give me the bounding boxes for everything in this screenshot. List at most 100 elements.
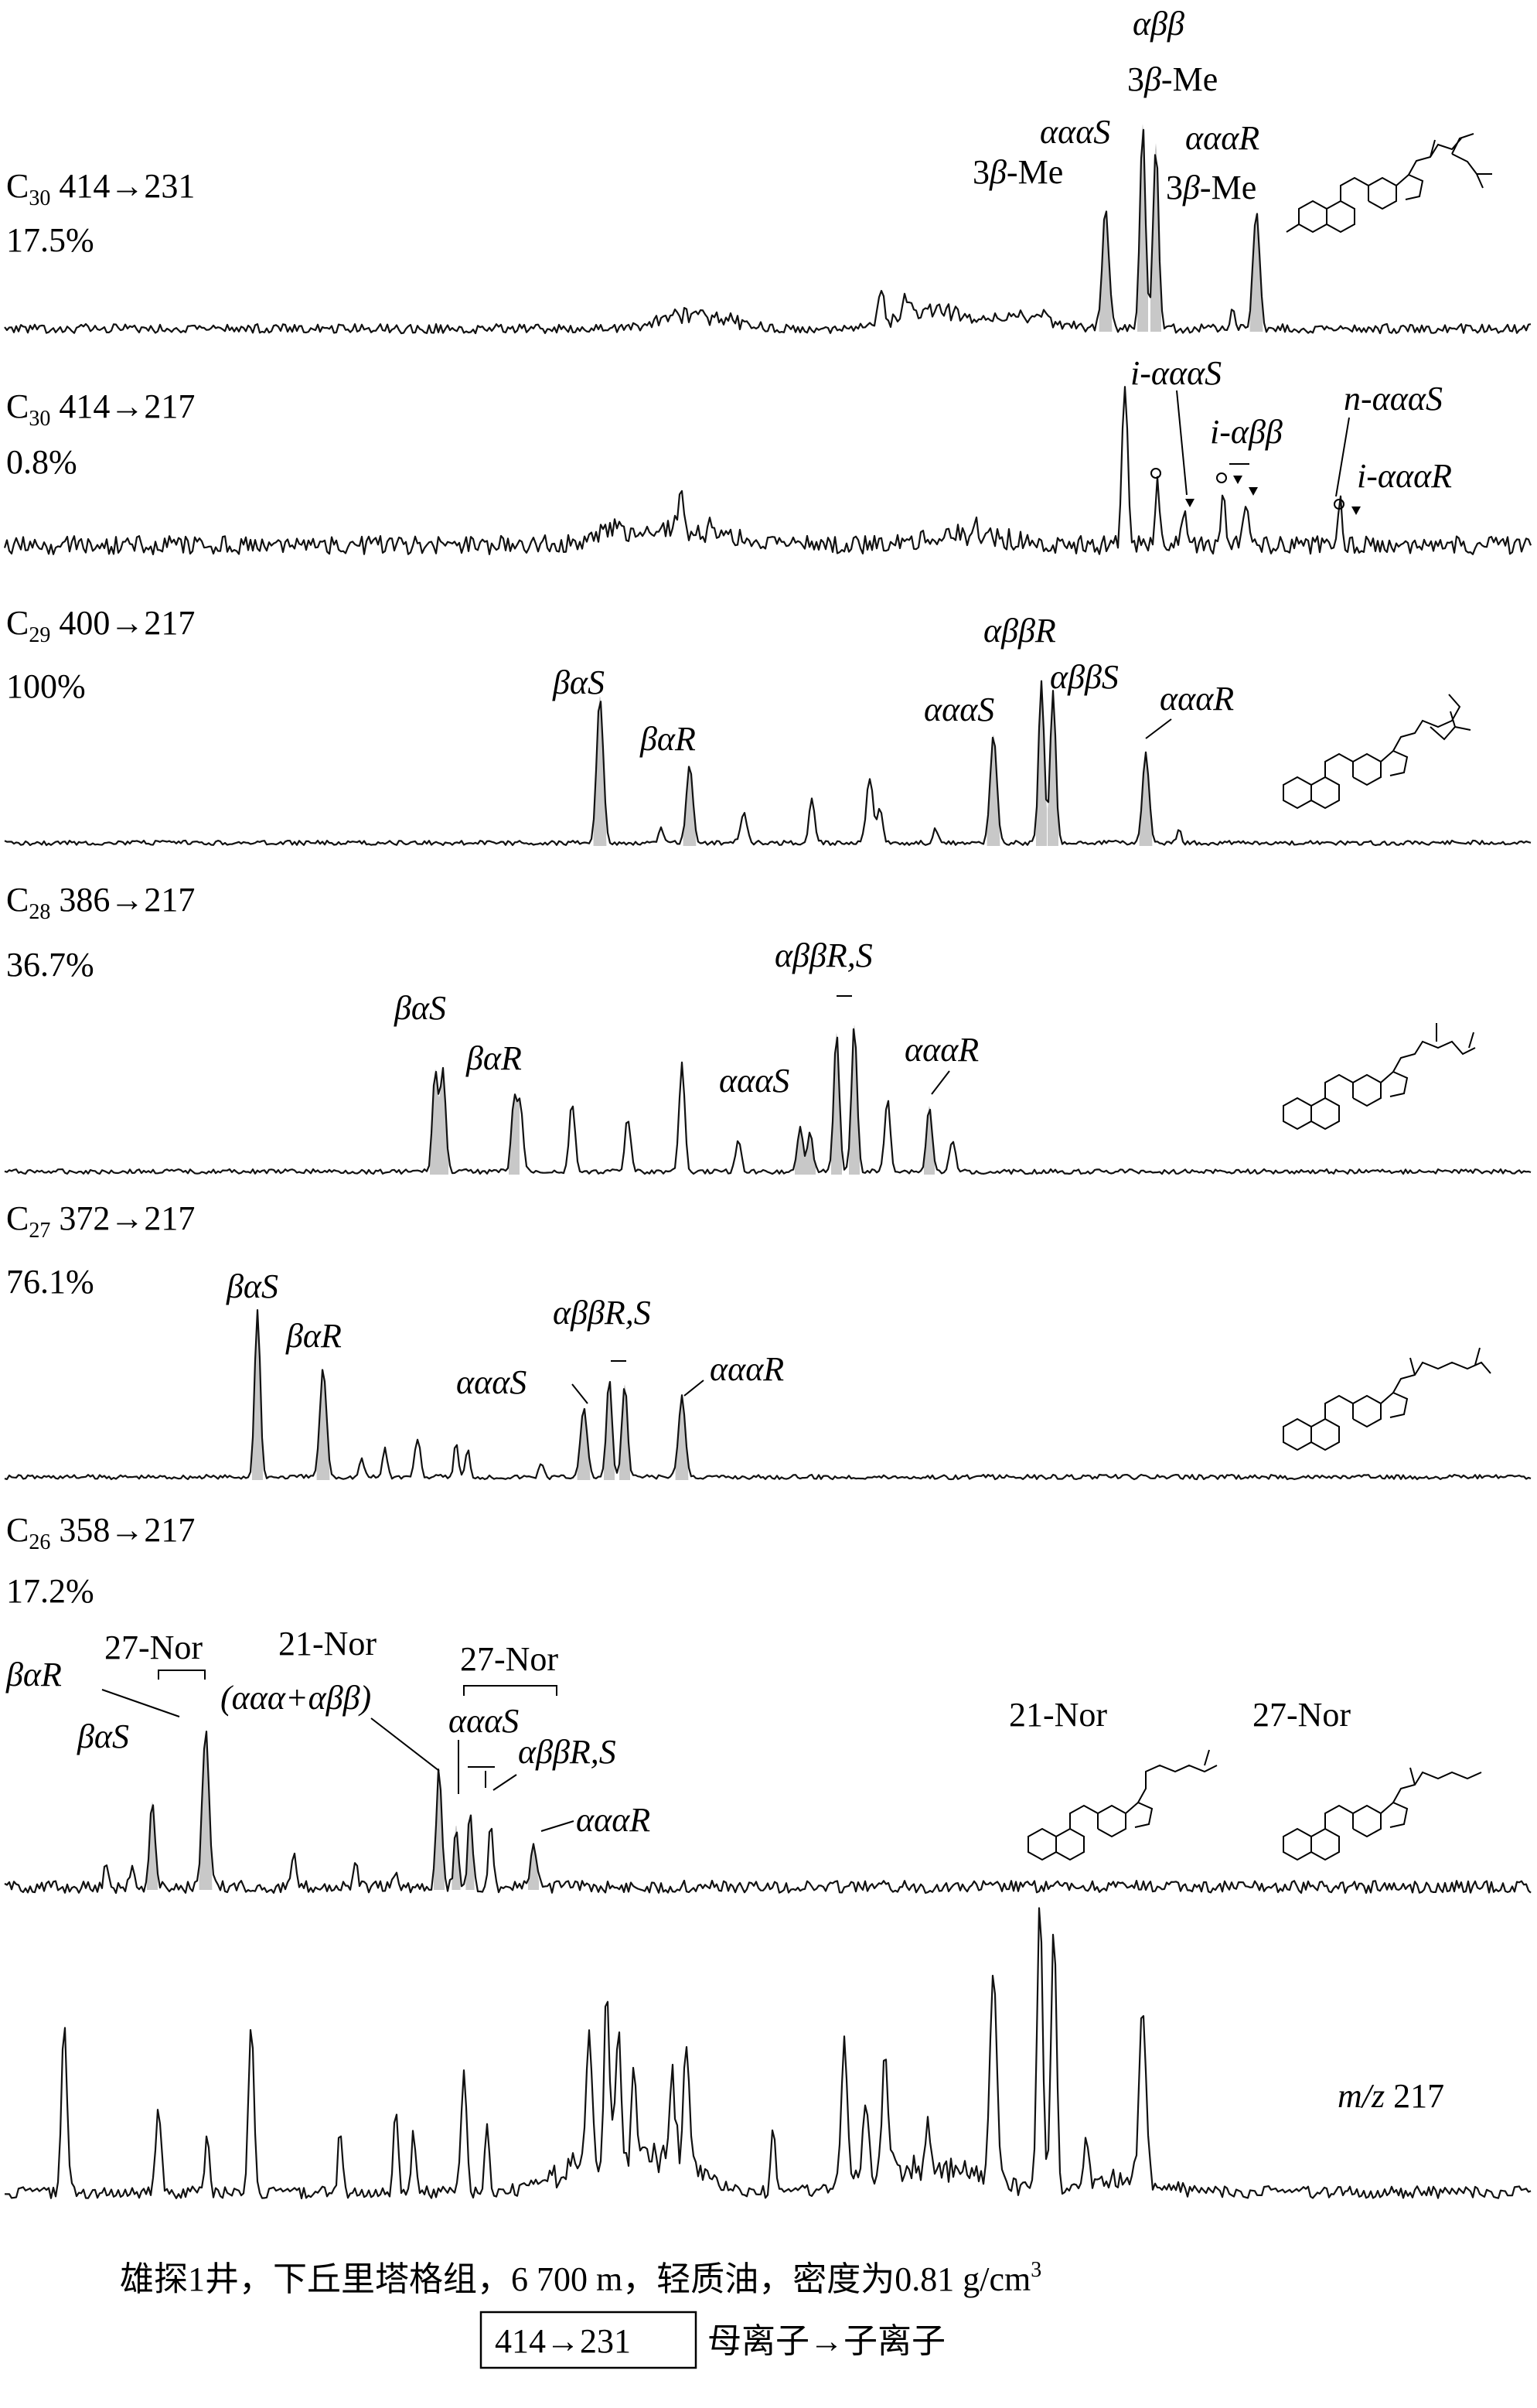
shaded-peak xyxy=(465,1813,475,1890)
panel-mz217-title: m/z 217 xyxy=(1338,2077,1444,2115)
leader-lines-c30-217 xyxy=(1176,390,1350,497)
label-21nor: 21-Nor xyxy=(278,1625,377,1663)
panel-c30-217-percent: 0.8% xyxy=(6,443,77,481)
panel-c28-percent: 36.7% xyxy=(6,946,94,984)
label-aaas: αααS xyxy=(719,1062,789,1100)
label-i-aaas: i-αααS xyxy=(1130,354,1222,392)
shaded-peak xyxy=(1139,754,1153,846)
label-aaas: αααS xyxy=(456,1363,527,1401)
chromatogram-line xyxy=(4,1028,1532,1175)
trace-c28 xyxy=(4,1025,1532,1175)
panel-c26-percent: 17.2% xyxy=(6,1572,94,1610)
shaded-peak xyxy=(316,1369,330,1480)
label-aaar: αααR xyxy=(905,1031,979,1069)
label-abbrs: αββR,S xyxy=(518,1733,616,1771)
shaded-peak xyxy=(1048,692,1058,846)
shaded-peak xyxy=(438,1069,448,1175)
marker-triangles xyxy=(1185,476,1361,515)
molecule-27nor xyxy=(1283,1767,1482,1861)
panel-c29-label: C29 400→217 xyxy=(6,604,195,647)
legend-text: 母离子→子离子 xyxy=(707,2322,946,2360)
leaders-c28 xyxy=(837,995,950,1095)
shaded-peak xyxy=(1150,143,1161,332)
panel-c28-label: C28 386→217 xyxy=(6,881,195,924)
peak-label-3bme-2: 3β-Me xyxy=(1127,60,1218,98)
shaded-peak xyxy=(683,766,697,846)
molecule-21nor xyxy=(1028,1749,1218,1861)
label-abbs: αββS xyxy=(1050,658,1119,696)
peak-label-aaas: αααS xyxy=(1040,113,1110,151)
markers-c30-217 xyxy=(1150,468,1361,515)
shaded-peak xyxy=(619,1384,630,1480)
label-bar: βαR xyxy=(465,1039,522,1077)
shaded-peak xyxy=(1099,213,1113,332)
panel-c29-percent: 100% xyxy=(6,667,86,705)
shaded-peak xyxy=(675,1396,689,1480)
shaded-peak xyxy=(593,696,607,846)
shaded-peak xyxy=(795,1124,806,1175)
shaded-peak xyxy=(252,1311,263,1480)
label-bar: βαR xyxy=(5,1656,62,1693)
peak-label-3bme-3: 3β-Me xyxy=(1166,169,1256,206)
legend-box xyxy=(479,2311,697,2369)
label-bas: βαS xyxy=(77,1717,129,1755)
panel-c30-217-label: C30 414→217 xyxy=(6,387,195,431)
label-i-aaar: i-αααR xyxy=(1357,457,1452,495)
shaded-peak xyxy=(1036,680,1047,846)
shaded-peak xyxy=(1249,213,1263,332)
panel-c27: C27 372→217 76.1% βαS βαR αααS αββR,S αα… xyxy=(4,1199,1532,1481)
shaded-peak xyxy=(147,1802,158,1890)
label-i-abb: i-αββ xyxy=(1210,413,1283,451)
label-bar: βαR xyxy=(285,1317,342,1355)
shaded-peak xyxy=(509,1095,520,1175)
label-bas: βαS xyxy=(552,663,605,701)
shaded-peak xyxy=(805,1132,816,1175)
trace-c29 xyxy=(4,680,1532,847)
panel-c30-217: C30 414→217 0.8% i-αααS i-αββ n-αααS i-α… xyxy=(3,354,1532,555)
legend-box-text: 414→231 xyxy=(495,2322,631,2360)
panel-c26-label: C26 358→217 xyxy=(6,1511,195,1554)
label-aaar: αααR xyxy=(576,1801,650,1839)
panel-c30-231-label: C30 414→231 xyxy=(6,167,195,210)
structure-label-21nor: 21-Nor xyxy=(1009,1696,1107,1734)
shaded-peak xyxy=(831,1032,842,1175)
shaded-peak xyxy=(1137,124,1148,332)
shaded-peak xyxy=(924,1106,935,1175)
molecule-c30 xyxy=(1286,133,1492,234)
trace-c30-217 xyxy=(3,386,1532,555)
label-abbr: αββR xyxy=(983,612,1056,650)
shaded-peak xyxy=(452,1825,461,1890)
trace-c30-231 xyxy=(4,124,1532,335)
chromatogram-line xyxy=(4,1731,1532,1895)
shaded-peak xyxy=(849,1025,860,1175)
trace-mz217 xyxy=(4,1907,1532,2200)
shaded-peak xyxy=(199,1732,213,1890)
panel-c28: C28 386→217 36.7% βαS βαR αααS αββR,S αα… xyxy=(4,881,1532,1175)
panel-c26: C26 358→217 17.2% βαR βαS 27-Nor 21-Nor … xyxy=(4,1511,1532,1895)
panel-c27-percent: 76.1% xyxy=(6,1263,94,1301)
shaded-peak xyxy=(987,735,1000,846)
leaders-c27 xyxy=(571,1360,704,1404)
panel-c29: C29 400→217 100% βαS βαR αααS αββR αββS … xyxy=(4,604,1532,847)
shaded-peak xyxy=(434,1771,445,1890)
molecule-c28 xyxy=(1283,1023,1476,1131)
label-27nor-a: 27-Nor xyxy=(104,1629,203,1666)
leaders-c26 xyxy=(101,1670,574,1832)
panel-c27-label: C27 372→217 xyxy=(6,1199,195,1243)
label-aaas: αααS xyxy=(924,691,994,728)
label-abbrs: αββR,S xyxy=(553,1294,651,1332)
label-bar: βαR xyxy=(639,720,696,758)
leader-aaar xyxy=(1145,718,1172,739)
peak-label-3bme-1: 3β-Me xyxy=(973,153,1063,191)
label-aaar: αααR xyxy=(710,1350,784,1388)
trace-c26 xyxy=(4,1731,1532,1895)
label-aaas: αααS xyxy=(448,1702,519,1740)
shaded-peak xyxy=(577,1407,591,1480)
marker-circle xyxy=(1150,468,1161,479)
marker-circle xyxy=(1334,499,1344,510)
shaded-peak xyxy=(604,1380,615,1480)
panel-c30-231: C30 414→231 17.5% αααS 3β-Me αββ 3β-Me α… xyxy=(4,5,1532,335)
caption-text: 雄探1井，下丘里塔格组，6 700 m，轻质油，密度为0.81 g/cm3 xyxy=(120,2258,1041,2298)
